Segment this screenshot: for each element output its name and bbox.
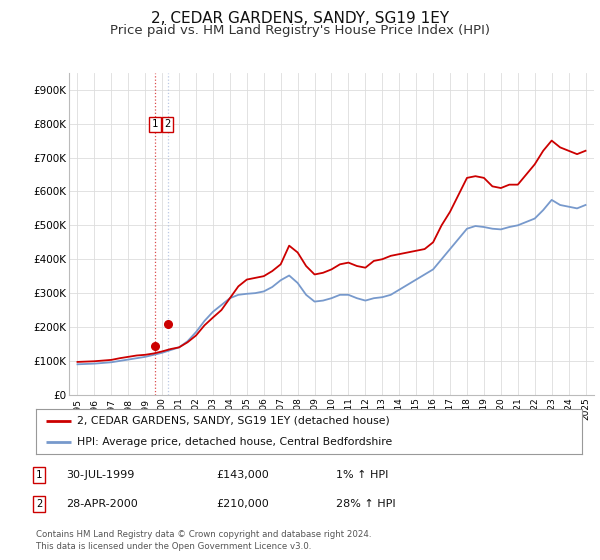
Text: £143,000: £143,000	[216, 470, 269, 480]
Text: 2: 2	[164, 119, 170, 129]
Text: 1% ↑ HPI: 1% ↑ HPI	[336, 470, 388, 480]
Text: 2, CEDAR GARDENS, SANDY, SG19 1EY (detached house): 2, CEDAR GARDENS, SANDY, SG19 1EY (detac…	[77, 416, 390, 426]
Text: 2, CEDAR GARDENS, SANDY, SG19 1EY: 2, CEDAR GARDENS, SANDY, SG19 1EY	[151, 11, 449, 26]
Text: 1: 1	[152, 119, 158, 129]
Text: 30-JUL-1999: 30-JUL-1999	[66, 470, 134, 480]
Text: 1: 1	[36, 470, 42, 480]
Text: HPI: Average price, detached house, Central Bedfordshire: HPI: Average price, detached house, Cent…	[77, 436, 392, 446]
Text: £210,000: £210,000	[216, 499, 269, 509]
Text: Contains HM Land Registry data © Crown copyright and database right 2024.
This d: Contains HM Land Registry data © Crown c…	[36, 530, 371, 551]
Text: 2: 2	[36, 499, 42, 509]
Text: Price paid vs. HM Land Registry's House Price Index (HPI): Price paid vs. HM Land Registry's House …	[110, 24, 490, 37]
Text: 28-APR-2000: 28-APR-2000	[66, 499, 138, 509]
Text: 28% ↑ HPI: 28% ↑ HPI	[336, 499, 395, 509]
